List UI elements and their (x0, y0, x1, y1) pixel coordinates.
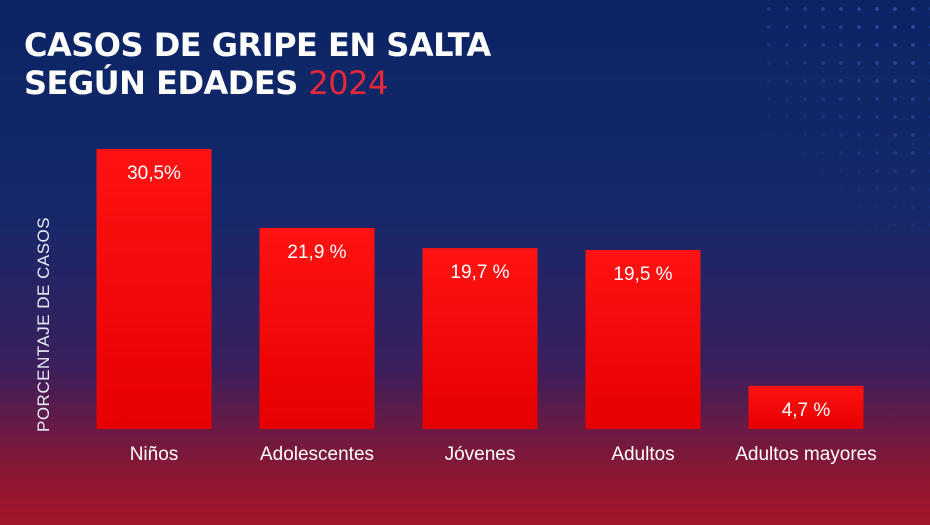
chart-title: CASOS DE GRIPE EN SALTA SEGÚN EDADES 202… (24, 26, 491, 102)
category-label: Niños (130, 444, 179, 465)
title-year: 2024 (308, 64, 388, 102)
category-label: Adolescentes (260, 444, 374, 465)
category-label: Adultos mayores (735, 444, 877, 465)
category-label: Jóvenes (445, 444, 516, 465)
bar-adultos (585, 249, 701, 429)
bar-value-label: 4,7 % (782, 400, 831, 421)
bar-adolescentes (259, 227, 375, 429)
bar-value-label: 30,5% (127, 163, 181, 184)
bar-value-label: 19,5 % (613, 264, 672, 285)
bar-value-label: 19,7 % (450, 262, 509, 283)
decorative-dot-pattern (760, 0, 930, 240)
title-line-1: CASOS DE GRIPE EN SALTA (24, 26, 491, 64)
bar-jóvenes (422, 248, 538, 429)
bar-value-label: 21,9 % (287, 242, 346, 263)
title-subject: SEGÚN EDADES (24, 64, 298, 102)
bar-adultos-mayores (748, 385, 864, 429)
title-line-2: SEGÚN EDADES 2024 (24, 64, 491, 102)
bar-niños (96, 149, 212, 429)
category-label: Adultos (611, 444, 674, 465)
